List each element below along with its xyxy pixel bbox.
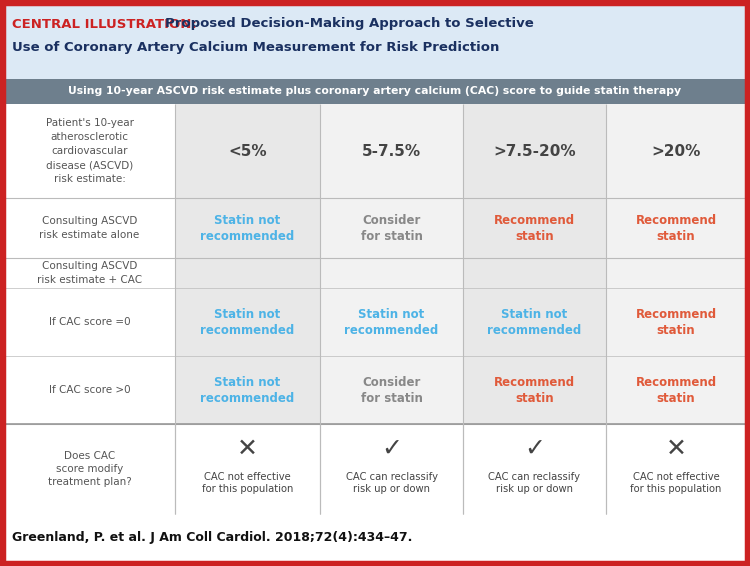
Text: >7.5-20%: >7.5-20% — [494, 144, 576, 158]
Text: Statin not
recommended: Statin not recommended — [200, 375, 295, 405]
Text: CENTRAL ILLUSTRATION:: CENTRAL ILLUSTRATION: — [12, 18, 196, 31]
Text: CAC can reclassify
risk up or down: CAC can reclassify risk up or down — [488, 472, 580, 494]
Text: If CAC score >0: If CAC score >0 — [49, 385, 130, 395]
Text: ✓: ✓ — [381, 437, 402, 461]
Text: <5%: <5% — [228, 144, 267, 158]
Text: Statin not
recommended: Statin not recommended — [200, 307, 295, 337]
FancyBboxPatch shape — [4, 4, 746, 562]
Text: 5-7.5%: 5-7.5% — [362, 144, 421, 158]
Text: Using 10-year ASCVD risk estimate plus coronary artery calcium (CAC) score to gu: Using 10-year ASCVD risk estimate plus c… — [68, 87, 682, 96]
FancyBboxPatch shape — [320, 104, 463, 514]
FancyBboxPatch shape — [4, 104, 175, 514]
FancyBboxPatch shape — [4, 79, 746, 104]
FancyBboxPatch shape — [4, 424, 746, 514]
Text: Does CAC
score modify
treatment plan?: Does CAC score modify treatment plan? — [48, 451, 131, 487]
Text: CENTRAL ILLUSTRATION:  Proposed Decision-Making Approach to Selective: CENTRAL ILLUSTRATION: Proposed Decision-… — [12, 18, 574, 31]
Text: CAC not effective
for this population: CAC not effective for this population — [202, 472, 293, 494]
Text: Consider
for statin: Consider for statin — [361, 375, 422, 405]
FancyBboxPatch shape — [4, 514, 746, 562]
Text: ✕: ✕ — [237, 437, 258, 461]
Text: Consider
for statin: Consider for statin — [361, 213, 422, 242]
Text: Patient's 10-year
atherosclerotic
cardiovascular
disease (ASCVD)
risk estimate:: Patient's 10-year atherosclerotic cardio… — [46, 118, 134, 184]
Text: ✓: ✓ — [524, 437, 545, 461]
FancyBboxPatch shape — [175, 104, 320, 514]
Text: Recommend
statin: Recommend statin — [635, 307, 716, 337]
FancyBboxPatch shape — [4, 4, 746, 79]
Text: If CAC score =0: If CAC score =0 — [49, 317, 130, 327]
Text: Use of Coronary Artery Calcium Measurement for Risk Prediction: Use of Coronary Artery Calcium Measureme… — [12, 41, 500, 54]
Text: CAC can reclassify
risk up or down: CAC can reclassify risk up or down — [346, 472, 437, 494]
Text: Recommend
statin: Recommend statin — [635, 375, 716, 405]
Text: Consulting ASCVD
risk estimate alone: Consulting ASCVD risk estimate alone — [39, 216, 140, 239]
Text: CAC not effective
for this population: CAC not effective for this population — [630, 472, 722, 494]
FancyBboxPatch shape — [606, 104, 746, 514]
Text: ✕: ✕ — [665, 437, 686, 461]
Text: Consulting ASCVD
risk estimate + CAC: Consulting ASCVD risk estimate + CAC — [37, 261, 142, 285]
Text: Statin not
recommended: Statin not recommended — [488, 307, 582, 337]
Text: Statin not
recommended: Statin not recommended — [344, 307, 439, 337]
Text: Proposed Decision-Making Approach to Selective: Proposed Decision-Making Approach to Sel… — [165, 18, 534, 31]
Text: Greenland, P. et al. J Am Coll Cardiol. 2018;72(4):434–47.: Greenland, P. et al. J Am Coll Cardiol. … — [12, 531, 412, 544]
FancyBboxPatch shape — [463, 104, 606, 514]
Text: Recommend
statin: Recommend statin — [494, 375, 575, 405]
Text: >20%: >20% — [651, 144, 700, 158]
Text: Recommend
statin: Recommend statin — [494, 213, 575, 242]
Text: Recommend
statin: Recommend statin — [635, 213, 716, 242]
Text: Statin not
recommended: Statin not recommended — [200, 213, 295, 242]
